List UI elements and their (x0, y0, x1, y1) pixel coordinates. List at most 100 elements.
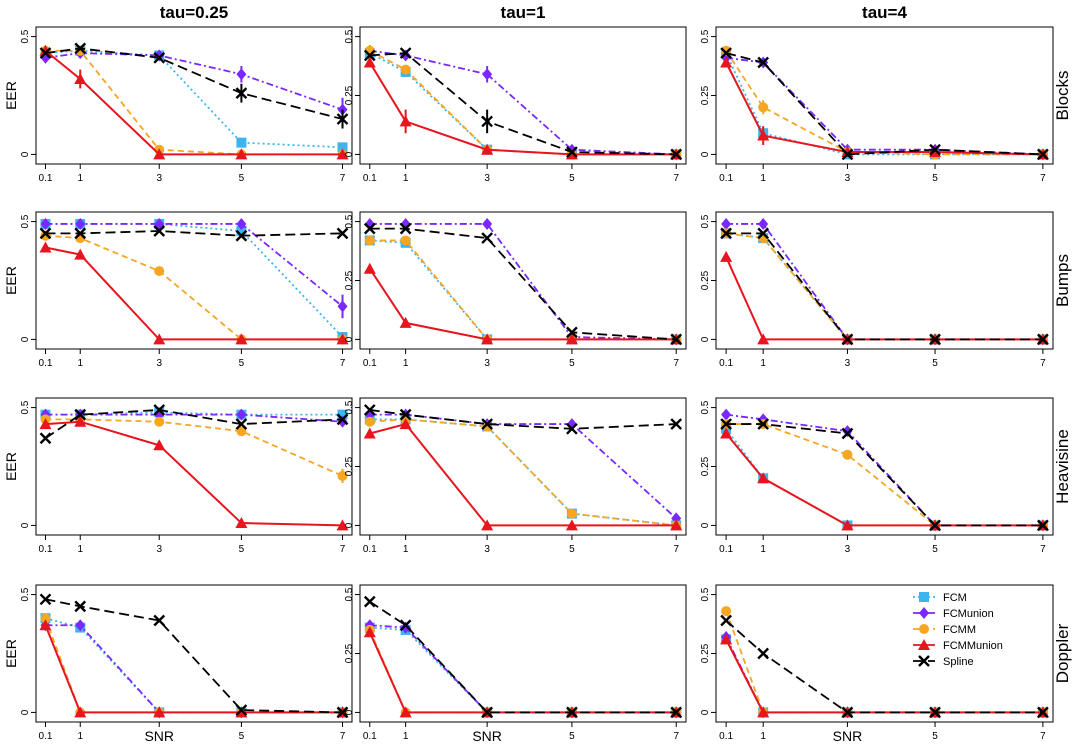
data-point (720, 614, 732, 627)
data-point (399, 408, 412, 421)
x-tick-label: 1 (77, 173, 83, 184)
data-point (670, 418, 683, 430)
x-tick-label: 7 (1040, 358, 1046, 369)
y-tick-label: 0.5 (700, 29, 711, 43)
x-tick-label: 5 (239, 358, 245, 369)
x-tick-label: 7 (1040, 544, 1046, 555)
series-line (725, 432, 1043, 527)
data-point (236, 426, 247, 437)
data-point (757, 227, 770, 240)
column-title: tau=1 (501, 3, 546, 22)
series-line (369, 52, 677, 156)
series-line (45, 234, 343, 341)
x-tick-label: 1 (77, 731, 83, 742)
data-point (757, 647, 770, 660)
data-point (720, 250, 733, 262)
legend-swatch-marker (919, 624, 929, 634)
series-line (369, 52, 677, 156)
series-line (45, 598, 343, 714)
data-point (235, 87, 248, 99)
data-point (399, 706, 412, 718)
data-point (40, 217, 51, 230)
plot-frame (35, 26, 353, 165)
data-point (670, 519, 683, 531)
x-tick-label: 1 (760, 173, 766, 184)
data-point (74, 415, 87, 427)
data-point (566, 706, 578, 719)
x-tick-label: 7 (340, 544, 346, 555)
data-point (670, 706, 683, 719)
data-point (721, 408, 732, 421)
y-tick-label: 0.5 (20, 400, 31, 414)
data-point (565, 519, 578, 531)
y-tick-label: 0.25 (344, 643, 355, 663)
series-line (725, 256, 1043, 341)
series-line (369, 227, 677, 341)
data-point (842, 425, 853, 438)
data-point (40, 613, 51, 624)
series-line (45, 420, 343, 527)
data-point (363, 427, 376, 439)
series-line (369, 223, 677, 341)
panel: 0.1 1 5 7 SNR 0 0.5 EER (3, 584, 353, 744)
x-tick-label: 0.1 (363, 544, 377, 555)
data-point (235, 333, 248, 345)
legend-label: Spline (943, 656, 974, 668)
data-point (154, 416, 165, 427)
legend-label: FCMMunion (943, 640, 1003, 652)
data-point (757, 472, 770, 484)
data-point (236, 408, 247, 421)
y-tick-label: 0 (344, 522, 355, 528)
y-tick-label: 0 (20, 709, 31, 715)
y-tick-label: 0.5 (344, 214, 355, 228)
data-point (153, 225, 166, 237)
data-point (481, 706, 493, 719)
x-tick-label: 1 (403, 731, 409, 742)
series-line (725, 56, 1043, 156)
x-tick-label: 3 (845, 358, 851, 369)
row-label: Bumps (1053, 254, 1072, 307)
data-point (235, 704, 248, 716)
y-tick-label: 0.5 (700, 400, 711, 414)
data-point (236, 68, 247, 81)
data-point (39, 418, 52, 430)
series-line (725, 619, 1043, 714)
y-tick-label: 0.25 (344, 456, 355, 476)
series-line (725, 52, 1043, 156)
x-tick-label: 5 (569, 731, 575, 742)
panel: 0.1 1 5 7 SNR 0 0.25 0.5 FCM FCMunion FCMM FCMMunio… (700, 584, 1054, 744)
data-point (1037, 148, 1049, 161)
x-tick-label: 0.1 (39, 173, 53, 184)
data-point (720, 227, 732, 240)
x-tick-label: 1 (403, 173, 409, 184)
data-point (154, 266, 165, 277)
series-line (725, 428, 1043, 527)
data-point (153, 51, 166, 64)
series-line (725, 50, 1043, 156)
series-line (44, 49, 343, 156)
x-tick-label: 5 (239, 173, 245, 184)
data-point (153, 706, 166, 718)
data-point (399, 222, 412, 235)
legend-label: FCMunion (943, 608, 994, 620)
data-point (235, 418, 248, 430)
data-point (841, 519, 854, 531)
series-line (369, 624, 677, 714)
series-line (45, 49, 343, 149)
data-point (39, 619, 52, 631)
data-point (363, 626, 376, 638)
data-point (566, 326, 578, 339)
data-point (758, 102, 769, 113)
x-tick-label: 3 (484, 544, 490, 555)
y-tick-label: 0.25 (344, 270, 355, 290)
series-line (369, 600, 677, 714)
legend-swatch-marker (919, 592, 929, 602)
x-tick-label: 0.1 (719, 544, 733, 555)
y-tick-label: 0 (700, 336, 711, 342)
y-axis-title: EER (3, 452, 19, 481)
data-point (720, 56, 733, 68)
data-point (75, 619, 86, 632)
data-point (1037, 333, 1049, 346)
series-line (726, 223, 1043, 341)
